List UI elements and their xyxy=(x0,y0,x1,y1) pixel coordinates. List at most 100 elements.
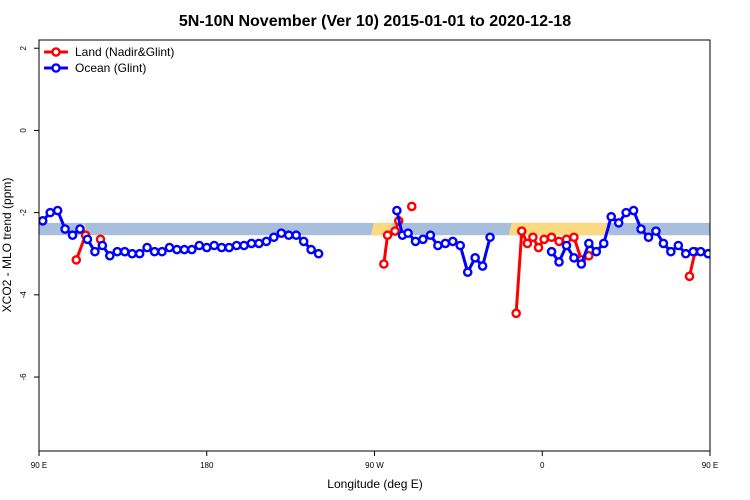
data-point xyxy=(246,238,257,249)
data-point xyxy=(539,234,549,245)
data-point xyxy=(658,238,669,249)
data-point xyxy=(651,226,661,236)
x-tick-label: 90 W xyxy=(365,461,384,470)
data-point xyxy=(680,248,691,259)
data-point xyxy=(231,240,242,251)
series-layer xyxy=(39,201,749,319)
data-point xyxy=(673,240,684,251)
data-point xyxy=(688,246,699,257)
series-land xyxy=(71,201,730,319)
data-point xyxy=(511,308,521,319)
data-point xyxy=(703,248,710,259)
data-point xyxy=(119,246,130,257)
data-point xyxy=(149,246,160,257)
y-tick-label: -4 xyxy=(19,291,28,299)
data-point xyxy=(719,244,726,251)
y-axis-label: XCO2 - MLO trend (ppm) xyxy=(0,178,14,313)
legend-label: Land (Nadir&Glint) xyxy=(75,45,174,59)
data-point xyxy=(254,238,264,249)
data-point xyxy=(628,205,639,216)
data-point xyxy=(695,246,706,257)
data-point xyxy=(216,242,227,253)
data-point xyxy=(684,271,695,282)
series-line xyxy=(550,209,710,266)
x-axis-label: Longitude (deg E) xyxy=(327,477,422,491)
data-point xyxy=(554,236,564,247)
plot-frame xyxy=(38,39,711,452)
x-tick-label: 90 E xyxy=(702,461,718,470)
data-point xyxy=(742,244,749,251)
data-point xyxy=(201,242,212,253)
data-point xyxy=(75,224,85,234)
data-point xyxy=(598,238,609,249)
data-point xyxy=(239,240,249,251)
data-point xyxy=(45,207,55,218)
data-point xyxy=(723,256,730,263)
data-point xyxy=(224,242,234,253)
data-point xyxy=(406,201,417,212)
data-point xyxy=(433,240,443,251)
data-point xyxy=(447,236,458,247)
data-point xyxy=(382,230,393,241)
y-tick-label: -6 xyxy=(19,373,28,381)
data-point xyxy=(127,248,137,259)
x-axis: 90 E 180 90 W 0 90 E xyxy=(31,451,718,470)
data-point xyxy=(561,240,572,251)
land-band-segment xyxy=(508,222,610,236)
data-point xyxy=(298,236,309,247)
data-point xyxy=(621,207,631,218)
legend-item: Land (Nadir&Glint) xyxy=(44,45,174,59)
data-point xyxy=(134,248,145,259)
data-point xyxy=(569,253,579,263)
data-point xyxy=(269,232,279,243)
data-point xyxy=(734,248,741,255)
data-point xyxy=(142,242,152,253)
x-tick-label: 90 E xyxy=(31,461,47,470)
legend-item: Ocean (Glint) xyxy=(44,61,146,75)
data-point xyxy=(546,232,557,243)
data-point xyxy=(727,248,734,255)
data-point xyxy=(485,232,495,243)
data-point xyxy=(60,224,70,234)
legend-marker xyxy=(51,47,61,57)
data-point xyxy=(425,230,436,241)
data-point xyxy=(291,230,302,241)
data-point xyxy=(187,244,197,255)
legend-marker xyxy=(51,63,61,73)
data-point xyxy=(261,236,272,247)
y-tick-label: 0 xyxy=(19,128,28,133)
data-point xyxy=(410,236,421,247)
data-point xyxy=(440,238,451,249)
data-point xyxy=(71,255,82,265)
y-axis: -6 -4 -2 0 2 xyxy=(19,45,39,381)
data-point xyxy=(67,230,78,241)
data-point xyxy=(533,242,544,253)
series-ocean xyxy=(39,205,749,278)
data-point xyxy=(636,224,646,234)
chart-title: 5N-10N November (Ver 10) 2015-01-01 to 2… xyxy=(179,13,571,30)
data-point xyxy=(455,240,466,251)
data-point xyxy=(462,267,473,278)
data-point xyxy=(606,211,617,222)
land-band-segment xyxy=(721,223,743,235)
data-point xyxy=(97,240,108,251)
data-point xyxy=(392,205,402,216)
data-point xyxy=(172,244,182,255)
data-point xyxy=(306,244,316,255)
data-point xyxy=(39,216,48,226)
data-point xyxy=(390,226,400,236)
data-point xyxy=(643,232,654,243)
data-point xyxy=(105,250,115,261)
data-point xyxy=(403,228,413,238)
x-tick-label: 0 xyxy=(540,461,545,470)
y-tick-label: 2 xyxy=(19,45,28,50)
legend-label: Ocean (Glint) xyxy=(75,61,146,75)
data-point xyxy=(179,244,190,255)
data-point xyxy=(470,253,480,263)
data-point xyxy=(82,234,93,245)
data-point xyxy=(313,248,324,259)
data-point xyxy=(90,246,100,257)
data-point xyxy=(584,238,594,249)
x-tick-label: 180 xyxy=(200,461,214,470)
